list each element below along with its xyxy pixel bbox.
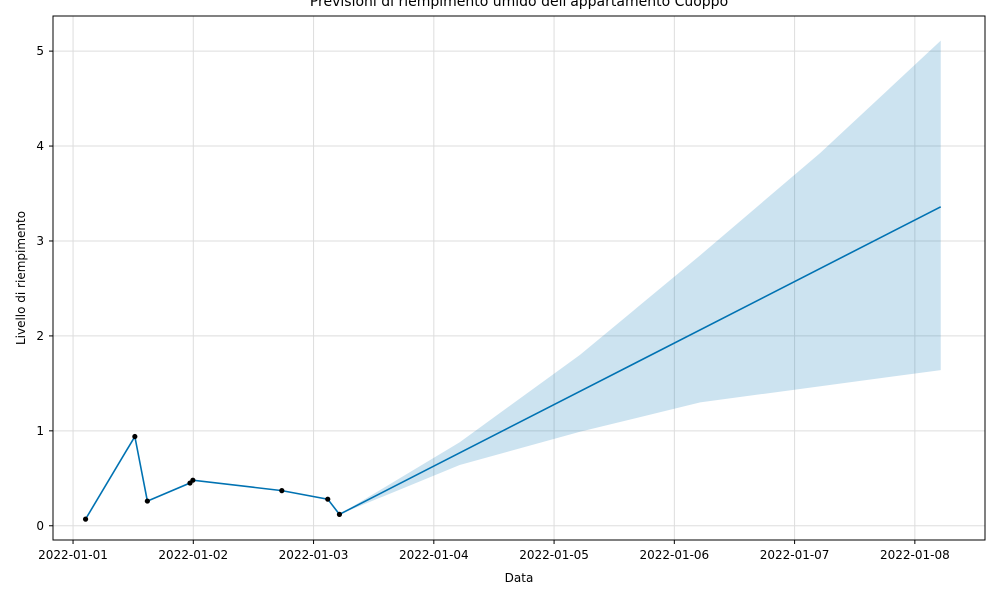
observation-point bbox=[190, 477, 196, 483]
y-tick-label: 4 bbox=[36, 139, 44, 153]
y-tick-label: 1 bbox=[36, 424, 44, 438]
y-tick-label: 5 bbox=[36, 44, 44, 58]
x-tick-label: 2022-01-01 bbox=[38, 548, 108, 562]
observation-point bbox=[279, 488, 285, 494]
x-tick-label: 2022-01-05 bbox=[519, 548, 589, 562]
plot-area-frame bbox=[52, 15, 986, 541]
observation-point bbox=[336, 511, 343, 517]
x-tick-label: 2022-01-03 bbox=[279, 548, 349, 562]
y-tick-label: 0 bbox=[36, 519, 44, 533]
y-axis-label: Livello di riempimento bbox=[14, 211, 28, 345]
observation-point bbox=[82, 516, 89, 522]
grid-lines bbox=[53, 16, 985, 540]
observation-points-layer bbox=[82, 433, 343, 522]
x-axis-ticks: 2022-01-01 2022-01-02 2022-01-03 2022-01-04… bbox=[38, 540, 950, 562]
observation-point bbox=[144, 498, 150, 504]
observation-point bbox=[132, 433, 138, 440]
x-tick-label: 2022-01-06 bbox=[639, 548, 709, 562]
chart-title: Previsioni di riempimento umido dell'app… bbox=[310, 0, 728, 10]
x-tick-label: 2022-01-07 bbox=[760, 548, 830, 562]
y-tick-label: 2 bbox=[36, 329, 44, 343]
y-axis-ticks: 0 1 2 3 4 5 bbox=[36, 44, 53, 533]
x-tick-label: 2022-01-08 bbox=[880, 548, 950, 562]
y-tick-label: 3 bbox=[36, 234, 44, 248]
confidence-band-layer bbox=[339, 40, 941, 515]
x-axis-label: Data bbox=[505, 571, 534, 585]
observation-point bbox=[325, 496, 331, 502]
x-tick-label: 2022-01-02 bbox=[158, 548, 228, 562]
confidence-band bbox=[339, 40, 941, 515]
x-tick-label: 2022-01-04 bbox=[399, 548, 469, 562]
